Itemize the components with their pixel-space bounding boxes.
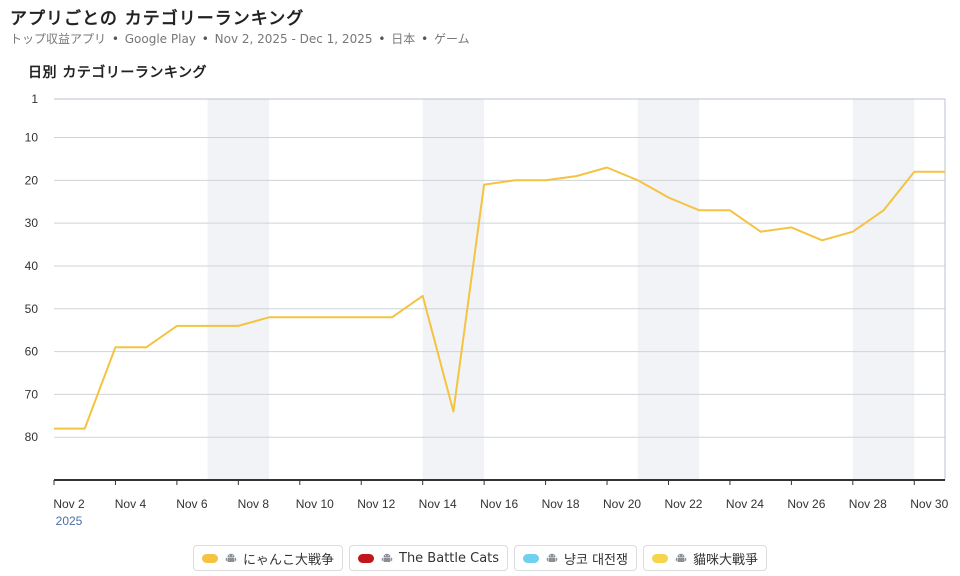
- weekend-band: [637, 99, 700, 480]
- subtitle-separator: •: [111, 32, 119, 46]
- x-tick-label: Nov 10: [296, 497, 334, 511]
- subtitle-separator: •: [421, 32, 429, 46]
- chart-legend: にゃんこ大戦争 The Battle Cats 냥코 대전쟁 貓咪大戰爭: [0, 545, 960, 571]
- legend-item[interactable]: 냥코 대전쟁: [514, 545, 637, 571]
- legend-swatch: [651, 553, 668, 563]
- legend-label: 貓咪大戰爭: [692, 552, 758, 568]
- weekend-band: [852, 99, 915, 480]
- legend-label: にゃんこ大戦争: [242, 552, 334, 568]
- series-line: [54, 166, 945, 430]
- y-tick-label: 10: [25, 131, 39, 145]
- x-tick-label: Nov 18: [542, 497, 580, 511]
- x-tick-label: Nov 30: [910, 497, 948, 511]
- subtitle-category: ゲーム: [433, 32, 470, 46]
- x-tick-label: Nov 16: [480, 497, 518, 511]
- x-tick-label: Nov 4: [115, 497, 147, 511]
- page-subtitle: トップ収益アプリ • Google Play • Nov 2, 2025 - D…: [10, 30, 470, 47]
- x-tick-label: Nov 8: [238, 497, 270, 511]
- legend-swatch: [358, 553, 374, 563]
- y-tick-label: 50: [25, 302, 39, 316]
- legend-item[interactable]: にゃんこ大戦争: [192, 545, 343, 571]
- legend-item[interactable]: The Battle Cats: [349, 545, 509, 571]
- chart-title: 日別 カテゴリーランキング: [28, 65, 207, 81]
- y-tick-label: 1: [31, 92, 38, 106]
- y-tick-label: 80: [25, 430, 39, 444]
- subtitle-source: トップ収益アプリ: [10, 32, 107, 46]
- y-tick-label: 40: [25, 259, 39, 273]
- legend-swatch: [523, 553, 540, 563]
- legend-label: 냥코 대전쟁: [564, 552, 628, 568]
- android-icon: [546, 553, 558, 562]
- x-tick-label: Nov 24: [726, 497, 764, 511]
- x-tick-label: Nov 22: [664, 497, 702, 511]
- legend-item[interactable]: 貓咪大戰爭: [642, 545, 767, 571]
- subtitle-separator: •: [201, 32, 209, 46]
- weekend-band: [422, 99, 485, 480]
- x-tick-label: Nov 6: [176, 497, 208, 511]
- android-icon: [675, 553, 687, 562]
- legend-label: The Battle Cats: [399, 550, 500, 566]
- subtitle-date-range: Nov 2, 2025 - Dec 1, 2025: [214, 32, 373, 46]
- legend-swatch: [201, 553, 218, 563]
- weekend-band: [207, 99, 270, 480]
- subtitle-separator: •: [378, 32, 386, 46]
- ranking-chart: 1 10 20 30 40 50 60 70 80 Nov 2 Nov 4 Nov 6 Nov 8 Nov…: [25, 92, 949, 528]
- android-icon: [381, 553, 393, 562]
- x-tick-label: Nov 20: [603, 497, 641, 511]
- x-tick-label: Nov 2: [53, 497, 85, 511]
- subtitle-store: Google Play: [124, 32, 196, 46]
- y-tick-label: 30: [25, 216, 39, 230]
- x-tick-label: Nov 14: [419, 497, 457, 511]
- y-tick-label: 70: [25, 387, 39, 401]
- subtitle-country: 日本: [391, 32, 416, 46]
- y-tick-label: 60: [25, 345, 39, 359]
- android-icon: [225, 553, 237, 562]
- y-tick-label: 20: [25, 173, 39, 187]
- x-tick-label: Nov 28: [849, 497, 887, 511]
- x-tick-label: Nov 12: [357, 497, 395, 511]
- x-tick-label: Nov 26: [787, 497, 825, 511]
- page-title: アプリごとの カテゴリーランキング: [10, 9, 305, 29]
- x-year-label: 2025: [56, 514, 83, 528]
